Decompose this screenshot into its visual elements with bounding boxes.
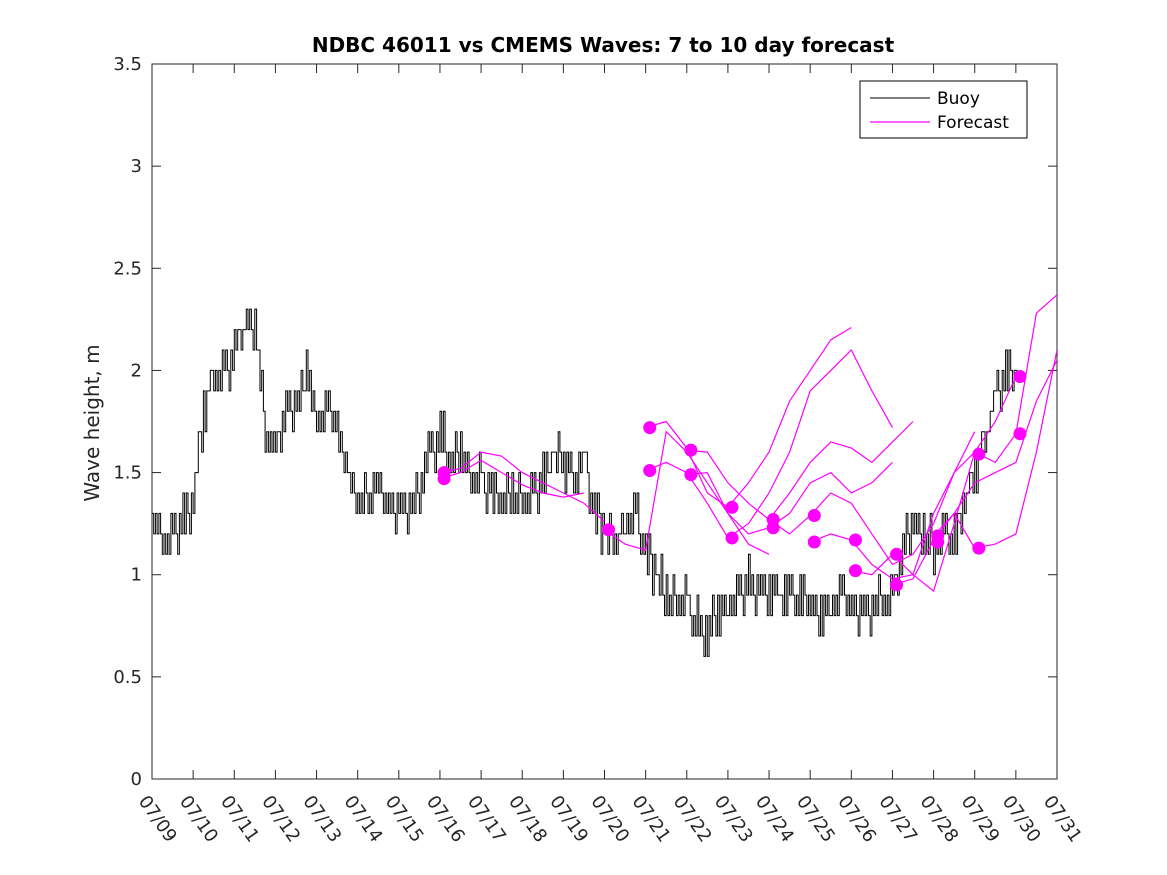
forecast-marker (972, 447, 986, 461)
legend-label-buoy: Buoy (937, 89, 980, 109)
y-tick-label: 0 (131, 769, 142, 790)
forecast-marker (1013, 427, 1027, 441)
y-tick-label: 3.5 (113, 54, 142, 75)
legend-label-forecast: Forecast (937, 113, 1009, 133)
series-line-forecast-run (851, 294, 1057, 593)
forecast-marker (890, 547, 904, 561)
forecast-marker (684, 443, 698, 457)
legend-box (859, 80, 1028, 139)
series-line-buoy (152, 308, 1018, 657)
forecast-marker (725, 531, 739, 545)
y-tick-label: 1.5 (113, 463, 142, 484)
forecast-marker (684, 468, 698, 482)
forecast-marker (643, 464, 657, 478)
chart-title: NDBC 46011 vs CMEMS Waves: 7 to 10 day f… (312, 33, 895, 57)
series-line-forecast-run (892, 359, 1057, 586)
forecast-marker (931, 535, 945, 549)
forecast-marker (602, 523, 616, 537)
y-tick-label: 3 (131, 156, 142, 177)
y-tick-label: 0.5 (113, 667, 142, 688)
series-line-forecast-run (933, 349, 1057, 549)
y-tick-label: 2 (131, 360, 142, 381)
forecast-marker (437, 472, 451, 486)
forecast-marker (1013, 370, 1027, 384)
series-line-forecast-run (768, 431, 976, 566)
forecast-marker (848, 533, 862, 547)
forecast-marker (848, 564, 862, 578)
forecast-marker (766, 521, 780, 535)
legend: Buoy Forecast (859, 80, 1028, 139)
forecast-marker (972, 541, 986, 555)
series-line-forecast-run (686, 461, 893, 535)
series-line-forecast-run (439, 451, 605, 523)
series-line-forecast-run (439, 459, 585, 498)
y-axis-label: Wave height, m (80, 344, 104, 501)
y-tick-label: 2.5 (113, 258, 142, 279)
y-tick-label: 1 (131, 565, 142, 586)
forecast-marker (807, 508, 821, 522)
forecast-marker (890, 578, 904, 592)
forecast-marker (807, 535, 821, 549)
data-layer (152, 294, 1057, 657)
forecast-marker (643, 421, 657, 435)
series-line-forecast-run (645, 326, 852, 509)
forecast-marker (725, 500, 739, 514)
series-line-forecast-run (686, 421, 914, 521)
